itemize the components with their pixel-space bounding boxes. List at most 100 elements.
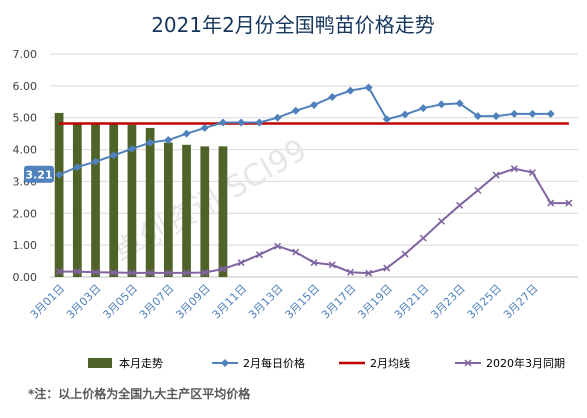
point-2月每日价格 xyxy=(200,123,209,132)
point-2020年3月同期 xyxy=(492,171,500,179)
x-tick-label: 3月21日 xyxy=(392,282,432,322)
y-tick-label: 5.00 xyxy=(13,112,38,125)
y-tick-label: 6.00 xyxy=(13,80,38,93)
x-tick-label: 3月13日 xyxy=(246,282,286,322)
point-2020年3月同期 xyxy=(510,165,518,173)
point-2月每日价格 xyxy=(455,99,464,108)
line-layer xyxy=(55,83,573,277)
point-2月每日价格 xyxy=(109,151,118,160)
point-2020年3月同期 xyxy=(146,269,154,277)
point-2月每日价格 xyxy=(273,113,282,122)
callout-label: 3.21 xyxy=(25,169,52,182)
point-2月每日价格 xyxy=(328,93,337,102)
point-2月每日价格 xyxy=(291,106,300,115)
point-2月每日价格 xyxy=(437,100,446,109)
bar-本月走势 xyxy=(182,144,191,277)
legend-item: 2月均线 xyxy=(339,356,410,370)
footnote: *注：以上价格为全国九大主产区平均价格 xyxy=(28,386,251,401)
point-2020年3月同期 xyxy=(201,269,209,277)
series-line-2月每日价格 xyxy=(58,86,551,176)
point-2月每日价格 xyxy=(310,100,318,109)
legend-marker xyxy=(464,359,472,367)
watermark-layer: 卓创资讯 SCI99 xyxy=(108,132,313,271)
bar-本月走势 xyxy=(145,127,155,277)
point-2月每日价格 xyxy=(528,109,537,118)
x-tick-label: 3月03日 xyxy=(64,282,104,322)
grid-layer xyxy=(50,53,578,278)
x-tick-label: 3月25日 xyxy=(465,282,505,322)
bar-本月走势 xyxy=(54,112,64,277)
callout-layer: 3.21 xyxy=(24,165,54,183)
chart-title: 2021年2月份全国鸭苗价格走势 xyxy=(151,13,435,37)
point-2020年3月同期 xyxy=(292,248,300,256)
point-2月每日价格 xyxy=(419,104,428,113)
point-2月每日价格 xyxy=(364,83,373,92)
y-tick-label: 1.00 xyxy=(13,239,38,252)
point-2020年3月同期 xyxy=(310,259,318,267)
y-tick-label: 7.00 xyxy=(13,48,38,61)
x-tick-label: 3月05日 xyxy=(100,282,140,322)
point-2020年3月同期 xyxy=(128,269,136,277)
point-2020年3月同期 xyxy=(565,199,573,207)
y-tick-label: 0.00 xyxy=(13,271,38,284)
watermark-text: 卓创资讯 SCI99 xyxy=(108,132,313,271)
bar-layer xyxy=(54,112,228,277)
point-2月每日价格 xyxy=(127,144,136,153)
x-tick-label: 3月27日 xyxy=(501,282,541,322)
x-tick-label: 3月19日 xyxy=(355,282,395,322)
point-2月每日价格 xyxy=(237,118,246,127)
callout-box xyxy=(24,165,54,183)
point-2020年3月同期 xyxy=(164,269,172,277)
bar-本月走势 xyxy=(72,122,82,277)
point-2020年3月同期 xyxy=(401,250,409,258)
point-2月每日价格 xyxy=(492,112,501,121)
y-tick-layer: 0.001.002.003.004.005.006.007.00 xyxy=(13,48,38,284)
bar-本月走势 xyxy=(218,146,228,277)
point-2020年3月同期 xyxy=(419,234,427,242)
point-2020年3月同期 xyxy=(365,269,373,277)
point-2020年3月同期 xyxy=(383,264,391,272)
legend-label: 2020年3月同期 xyxy=(486,356,565,370)
legend-item: 2020年3月同期 xyxy=(455,356,565,370)
bar-本月走势 xyxy=(127,124,137,277)
point-2月每日价格 xyxy=(182,129,191,138)
point-2020年3月同期 xyxy=(547,199,555,207)
point-2020年3月同期 xyxy=(183,269,191,277)
point-2020年3月同期 xyxy=(437,217,445,225)
point-2020年3月同期 xyxy=(110,269,118,277)
point-2020年3月同期 xyxy=(456,201,464,209)
y-tick-label: 2.00 xyxy=(13,207,38,220)
point-2月每日价格 xyxy=(382,115,391,124)
legend-label: 本月走势 xyxy=(119,356,163,370)
x-tick-label: 3月17日 xyxy=(319,282,359,322)
point-2月每日价格 xyxy=(218,118,227,127)
x-tick-label: 3月07日 xyxy=(137,282,177,322)
legend-item: 2月每日价格 xyxy=(212,356,305,370)
y-tick-label: 4.00 xyxy=(13,144,38,157)
point-2月每日价格 xyxy=(346,86,355,95)
point-2月每日价格 xyxy=(164,136,173,145)
point-2020年3月同期 xyxy=(474,186,482,194)
bar-本月走势 xyxy=(200,146,210,277)
legend-item: 本月走势 xyxy=(88,356,163,370)
point-2月每日价格 xyxy=(73,163,82,172)
point-2月每日价格 xyxy=(510,109,519,118)
point-2020年3月同期 xyxy=(346,268,354,276)
point-2020年3月同期 xyxy=(73,268,81,276)
point-2月每日价格 xyxy=(255,118,264,127)
point-2020年3月同期 xyxy=(219,265,227,273)
point-2月每日价格 xyxy=(546,109,555,118)
point-2020年3月同期 xyxy=(237,259,245,267)
point-2020年3月同期 xyxy=(274,242,282,250)
x-tick-label: 3月09日 xyxy=(173,282,213,322)
point-2月每日价格 xyxy=(146,138,155,147)
point-2月每日价格 xyxy=(91,157,100,166)
bar-本月走势 xyxy=(109,123,119,277)
x-tick-label: 3月15日 xyxy=(283,282,323,322)
point-2020年3月同期 xyxy=(91,268,100,276)
x-tick-label: 3月11日 xyxy=(210,282,250,322)
legend-layer: 本月走势 2月每日价格 2月均线 2020年3月同期 xyxy=(88,356,565,370)
point-2月每日价格 xyxy=(473,112,482,121)
